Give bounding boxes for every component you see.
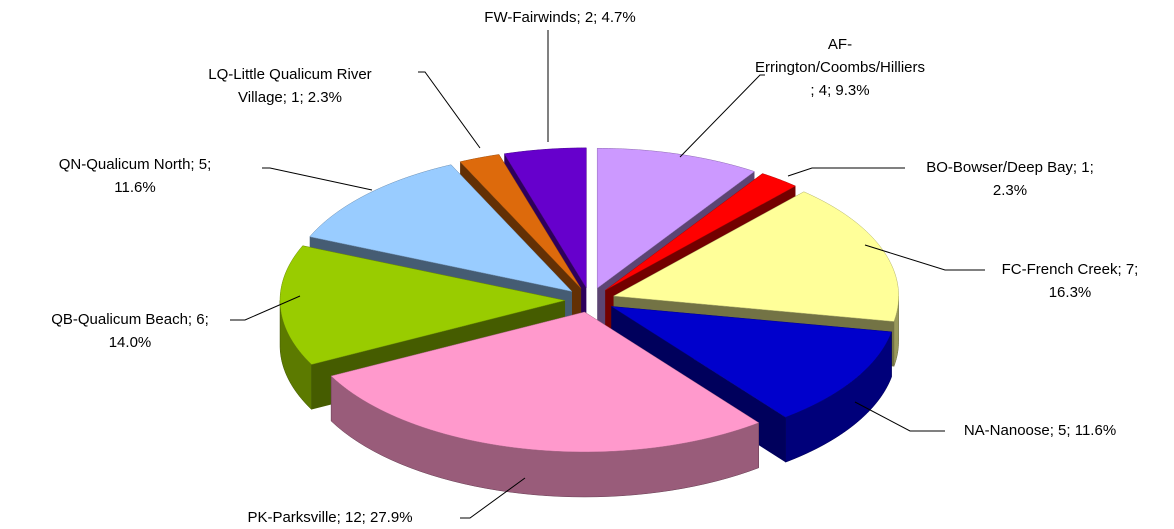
data-label-line: FW-Fairwinds; 2; 4.7%	[484, 9, 635, 26]
data-label-line: 14.0%	[109, 334, 152, 351]
data-label: FW-Fairwinds; 2; 4.7%	[484, 9, 635, 26]
data-label: QN-Qualicum North; 5; 11.6%	[59, 156, 212, 196]
data-label-line: QN-Qualicum North; 5;	[59, 156, 212, 173]
data-label-line: QB-Qualicum Beach; 6;	[51, 311, 209, 328]
leader-line	[262, 167, 373, 191]
slice-top	[611, 306, 892, 418]
leader-line	[864, 244, 985, 271]
slice-top	[503, 147, 587, 289]
data-label-line: 16.3%	[1049, 284, 1092, 301]
data-label-line: Errington/Coombs/Hilliers	[755, 59, 925, 76]
data-label: BO-Bowser/Deep Bay; 1; 2.3%	[926, 159, 1094, 199]
leader-line	[460, 477, 526, 519]
data-label-line: Village; 1; 2.3%	[238, 89, 342, 106]
data-label-line: LQ-Little Qualicum River	[208, 66, 371, 83]
data-label-line: BO-Bowser/Deep Bay; 1;	[926, 159, 1094, 176]
data-label: FC-French Creek; 7; 16.3%	[1002, 261, 1139, 301]
leader-line	[418, 71, 481, 149]
slice	[330, 311, 760, 498]
data-label-line: PK-Parksville; 12; 27.9%	[247, 509, 412, 526]
data-label-line: 11.6%	[114, 179, 155, 196]
slice-top	[605, 173, 797, 291]
data-label-line: AF-	[828, 36, 852, 53]
data-label: PK-Parksville; 12; 27.9%	[247, 509, 412, 526]
data-label: LQ-Little Qualicum River Village; 1; 2.3%	[208, 66, 371, 106]
leader-line	[679, 74, 765, 158]
data-label-line: NA-Nanoose; 5; 11.6%	[964, 422, 1116, 439]
leader-line	[787, 167, 905, 177]
slice-top	[279, 245, 566, 365]
data-label: NA-Nanoose; 5; 11.6%	[964, 422, 1116, 439]
data-label: QB-Qualicum Beach; 6; 14.0%	[51, 311, 209, 351]
data-label-line: FC-French Creek; 7;	[1002, 261, 1139, 278]
slice-top	[309, 164, 573, 292]
slice-top	[596, 147, 755, 289]
leader-line	[854, 401, 945, 432]
data-label: AF- Errington/Coombs/Hilliers ; 4; 9.3%	[755, 36, 925, 99]
slice-top	[459, 154, 582, 289]
data-label-line: ; 4; 9.3%	[810, 82, 869, 99]
data-label-line: 2.3%	[993, 182, 1027, 199]
slice-top	[330, 311, 760, 453]
leader-line	[230, 295, 301, 321]
